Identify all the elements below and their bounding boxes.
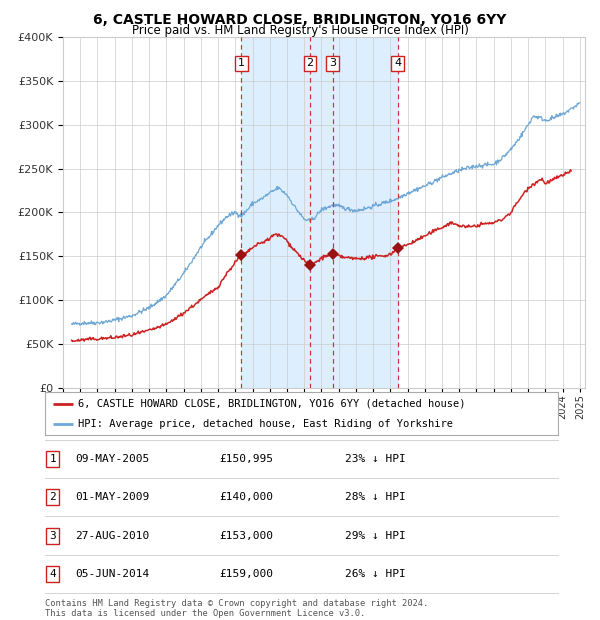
Text: 2: 2 [307, 58, 313, 68]
Text: 05-JUN-2014: 05-JUN-2014 [75, 569, 149, 579]
Text: 2: 2 [49, 492, 56, 502]
Text: 29% ↓ HPI: 29% ↓ HPI [345, 531, 406, 541]
Text: 3: 3 [329, 58, 336, 68]
Text: £140,000: £140,000 [219, 492, 273, 502]
Text: HPI: Average price, detached house, East Riding of Yorkshire: HPI: Average price, detached house, East… [79, 419, 454, 430]
Text: 01-MAY-2009: 01-MAY-2009 [75, 492, 149, 502]
Text: 28% ↓ HPI: 28% ↓ HPI [345, 492, 406, 502]
Text: This data is licensed under the Open Government Licence v3.0.: This data is licensed under the Open Gov… [45, 609, 365, 618]
Text: 6, CASTLE HOWARD CLOSE, BRIDLINGTON, YO16 6YY: 6, CASTLE HOWARD CLOSE, BRIDLINGTON, YO1… [94, 13, 506, 27]
Text: £159,000: £159,000 [219, 569, 273, 579]
Text: £153,000: £153,000 [219, 531, 273, 541]
Text: £150,995: £150,995 [219, 454, 273, 464]
Text: 4: 4 [49, 569, 56, 579]
Text: 26% ↓ HPI: 26% ↓ HPI [345, 569, 406, 579]
Text: 23% ↓ HPI: 23% ↓ HPI [345, 454, 406, 464]
Text: 09-MAY-2005: 09-MAY-2005 [75, 454, 149, 464]
Text: 4: 4 [394, 58, 401, 68]
Text: 1: 1 [49, 454, 56, 464]
Text: 3: 3 [49, 531, 56, 541]
Text: 27-AUG-2010: 27-AUG-2010 [75, 531, 149, 541]
Text: 1: 1 [238, 58, 245, 68]
Text: 6, CASTLE HOWARD CLOSE, BRIDLINGTON, YO16 6YY (detached house): 6, CASTLE HOWARD CLOSE, BRIDLINGTON, YO1… [79, 399, 466, 409]
Text: Price paid vs. HM Land Registry's House Price Index (HPI): Price paid vs. HM Land Registry's House … [131, 24, 469, 37]
Text: Contains HM Land Registry data © Crown copyright and database right 2024.: Contains HM Land Registry data © Crown c… [45, 599, 428, 608]
Bar [241, 37, 398, 387]
